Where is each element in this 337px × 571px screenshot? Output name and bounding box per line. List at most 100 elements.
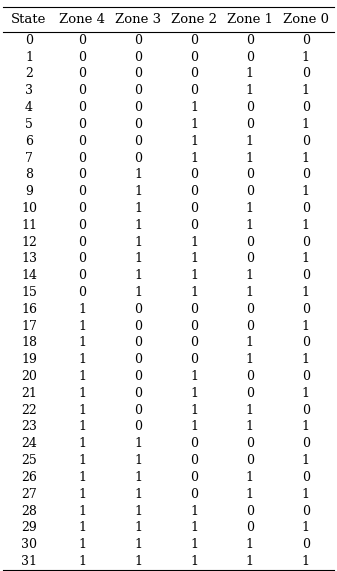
Text: 0: 0: [302, 336, 310, 349]
Text: 0: 0: [134, 353, 142, 366]
Text: 1: 1: [190, 538, 198, 551]
Text: 28: 28: [21, 505, 37, 517]
Text: 1: 1: [25, 51, 33, 64]
Text: 24: 24: [21, 437, 37, 451]
Text: 0: 0: [134, 67, 142, 81]
Text: 1: 1: [302, 521, 310, 534]
Text: 1: 1: [134, 488, 142, 501]
Text: 1: 1: [190, 521, 198, 534]
Text: 0: 0: [246, 252, 254, 266]
Text: 1: 1: [79, 303, 87, 316]
Text: 1: 1: [246, 336, 254, 349]
Text: 7: 7: [25, 151, 33, 164]
Text: 0: 0: [134, 336, 142, 349]
Text: 1: 1: [246, 219, 254, 232]
Text: 0: 0: [246, 387, 254, 400]
Text: 0: 0: [134, 34, 142, 47]
Text: 9: 9: [25, 185, 33, 198]
Text: 0: 0: [190, 303, 198, 316]
Text: 1: 1: [79, 370, 87, 383]
Text: 1: 1: [134, 505, 142, 517]
Text: 14: 14: [21, 269, 37, 282]
Text: 1: 1: [246, 404, 254, 417]
Text: 0: 0: [79, 101, 87, 114]
Text: 1: 1: [79, 454, 87, 467]
Text: 0: 0: [79, 34, 87, 47]
Text: 1: 1: [302, 420, 310, 433]
Text: 1: 1: [246, 135, 254, 148]
Text: 1: 1: [134, 454, 142, 467]
Text: 1: 1: [79, 555, 87, 568]
Text: 0: 0: [246, 303, 254, 316]
Text: 1: 1: [134, 252, 142, 266]
Text: 1: 1: [190, 286, 198, 299]
Text: 1: 1: [246, 269, 254, 282]
Text: 0: 0: [246, 101, 254, 114]
Text: 0: 0: [302, 168, 310, 182]
Text: 1: 1: [190, 236, 198, 248]
Text: 1: 1: [302, 151, 310, 164]
Text: 1: 1: [190, 135, 198, 148]
Text: 1: 1: [246, 420, 254, 433]
Text: 0: 0: [79, 168, 87, 182]
Text: 1: 1: [302, 488, 310, 501]
Text: 0: 0: [190, 353, 198, 366]
Text: 0: 0: [134, 51, 142, 64]
Text: 6: 6: [25, 135, 33, 148]
Text: 1: 1: [134, 168, 142, 182]
Text: Zone 3: Zone 3: [115, 13, 161, 26]
Text: 0: 0: [25, 34, 33, 47]
Text: 1: 1: [190, 370, 198, 383]
Text: 15: 15: [21, 286, 37, 299]
Text: 0: 0: [190, 471, 198, 484]
Text: 1: 1: [134, 202, 142, 215]
Text: State: State: [11, 13, 47, 26]
Text: 0: 0: [79, 269, 87, 282]
Text: 0: 0: [190, 185, 198, 198]
Text: 0: 0: [79, 202, 87, 215]
Text: 1: 1: [79, 404, 87, 417]
Text: 1: 1: [190, 505, 198, 517]
Text: 1: 1: [246, 85, 254, 97]
Text: 0: 0: [302, 303, 310, 316]
Text: 0: 0: [79, 135, 87, 148]
Text: 5: 5: [25, 118, 33, 131]
Text: 0: 0: [246, 521, 254, 534]
Text: 1: 1: [246, 538, 254, 551]
Text: Zone 1: Zone 1: [227, 13, 273, 26]
Text: 1: 1: [134, 236, 142, 248]
Text: 1: 1: [190, 420, 198, 433]
Text: 1: 1: [302, 51, 310, 64]
Text: 0: 0: [302, 135, 310, 148]
Text: 1: 1: [190, 101, 198, 114]
Text: 1: 1: [246, 471, 254, 484]
Text: Zone 2: Zone 2: [171, 13, 217, 26]
Text: 0: 0: [79, 219, 87, 232]
Text: 13: 13: [21, 252, 37, 266]
Text: 1: 1: [302, 185, 310, 198]
Text: 1: 1: [134, 521, 142, 534]
Text: 1: 1: [134, 437, 142, 451]
Text: 8: 8: [25, 168, 33, 182]
Text: 1: 1: [134, 538, 142, 551]
Text: Zone 4: Zone 4: [59, 13, 105, 26]
Text: 1: 1: [246, 555, 254, 568]
Text: 4: 4: [25, 101, 33, 114]
Text: 3: 3: [25, 85, 33, 97]
Text: 0: 0: [302, 236, 310, 248]
Text: 12: 12: [21, 236, 37, 248]
Text: 16: 16: [21, 303, 37, 316]
Text: 29: 29: [21, 521, 37, 534]
Text: 1: 1: [190, 118, 198, 131]
Text: 0: 0: [302, 538, 310, 551]
Text: 0: 0: [302, 34, 310, 47]
Text: 0: 0: [190, 168, 198, 182]
Text: 0: 0: [302, 370, 310, 383]
Text: 0: 0: [134, 303, 142, 316]
Text: 1: 1: [246, 488, 254, 501]
Text: 1: 1: [79, 420, 87, 433]
Text: 1: 1: [302, 454, 310, 467]
Text: 0: 0: [134, 151, 142, 164]
Text: 1: 1: [190, 269, 198, 282]
Text: 30: 30: [21, 538, 37, 551]
